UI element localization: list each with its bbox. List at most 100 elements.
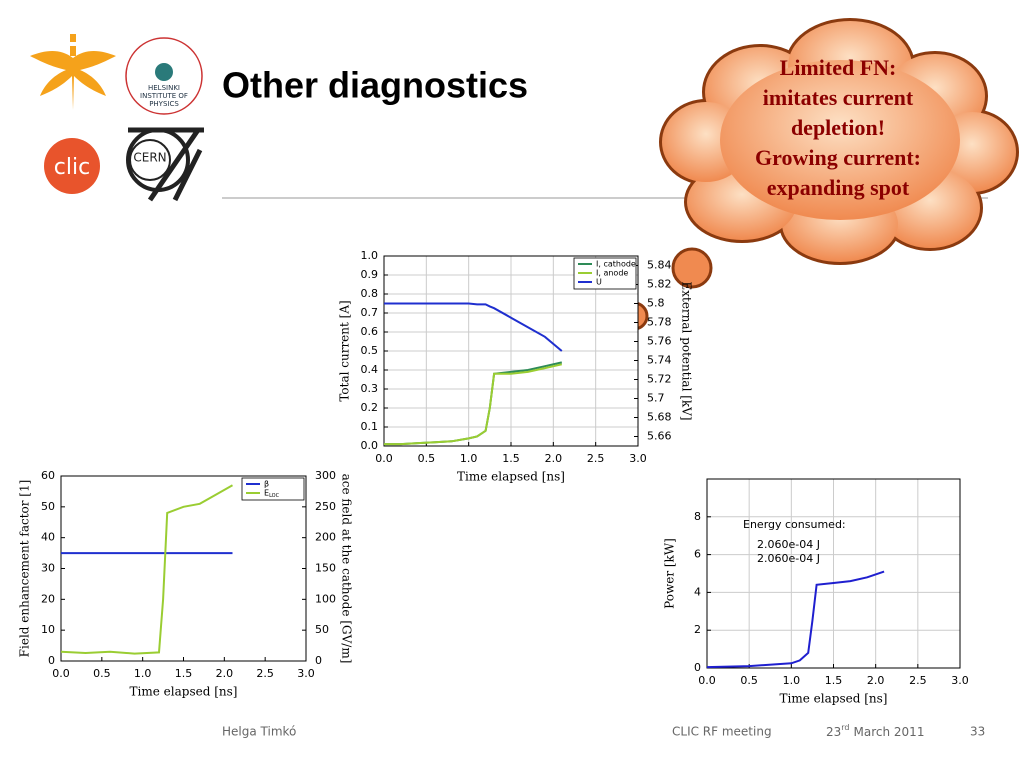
callout-line: Limited FN: (780, 55, 897, 80)
x-tick-label: 0.0 (52, 667, 70, 680)
footer-date-day: 23 (826, 725, 841, 739)
plot-frame (60, 475, 307, 662)
legend-label: β (264, 480, 269, 489)
callout-line: depletion! (791, 115, 885, 140)
x-tick-label: 3.0 (951, 674, 969, 687)
y-tick-label: 4 (694, 585, 701, 598)
x-tick-label: 1.5 (502, 452, 520, 465)
x-tick-label: 2.5 (587, 452, 605, 465)
y2-tick-label: 0 (315, 654, 322, 667)
y-tick-label: 0.1 (361, 420, 379, 433)
legend-label: U (596, 278, 602, 287)
y2-axis-label: ace field at the cathode [GV/m] (340, 474, 354, 664)
y2-tick-label: 5.8 (647, 297, 665, 310)
y-tick-label: 0.7 (361, 306, 379, 319)
y-tick-label: 0.8 (361, 287, 379, 300)
y-tick-label: 50 (41, 500, 55, 513)
y-tick-label: 60 (41, 469, 55, 482)
cern-logo: CERN (126, 127, 204, 202)
footer-date: 23rd March 2011 (826, 723, 924, 739)
x-tick-label: 2.5 (909, 674, 927, 687)
x-tick-label: 2.0 (867, 674, 885, 687)
callout-line: imitates current (763, 85, 914, 110)
y-axis-label: Power [kW] (663, 538, 677, 609)
callout-cloud (579, 18, 1019, 364)
y2-tick-label: 5.76 (647, 335, 672, 348)
y-axis-label: Total current [A] (338, 300, 352, 401)
callout-text: Limited FN: imitates current depletion! … (755, 55, 921, 200)
series-line (706, 570, 885, 669)
y2-tick-label: 250 (315, 500, 336, 513)
y-tick-label: 1.0 (361, 249, 379, 262)
y2-tick-label: 50 (315, 623, 329, 636)
y2-tick-label: 5.78 (647, 316, 672, 329)
y2-tick-label: 5.72 (647, 373, 672, 386)
y-tick-label: 0 (694, 661, 701, 674)
y2-tick-label: 5.66 (647, 430, 672, 443)
x-tick-label: 1.0 (134, 667, 152, 680)
plot-area (61, 476, 306, 661)
y2-tick-label: 5.82 (647, 278, 672, 291)
logo-text: HELSINKI (148, 84, 180, 92)
series-line (60, 484, 233, 655)
y2-tick-label: 150 (315, 562, 336, 575)
x-tick-label: 0.0 (698, 674, 716, 687)
x-axis-label: Time elapsed [ns] (130, 685, 238, 699)
legend-label-sub: LOC (269, 493, 280, 499)
y-tick-label: 10 (41, 623, 55, 636)
x-axis-label: Time elapsed [ns] (780, 692, 888, 706)
y-tick-label: 0.0 (361, 439, 379, 452)
y-tick-label: 30 (41, 562, 55, 575)
x-tick-label: 1.0 (460, 452, 478, 465)
cloud-fill (720, 60, 960, 220)
x-tick-label: 0.5 (93, 667, 111, 680)
series-line (384, 302, 563, 352)
thought-bubble (671, 247, 713, 289)
callout-line: Growing current: (755, 145, 921, 170)
chart: 0.0 0.5 1.0 1.5 2.0 2.5 3.0 0.0 0.1 0.2 0.3 0.4 0.5 0… (338, 249, 694, 484)
y-tick-label: 0.6 (361, 325, 379, 338)
y2-tick-label: 5.74 (647, 354, 672, 367)
y2-tick-label: 5.68 (647, 411, 672, 424)
x-tick-label: 2.5 (256, 667, 274, 680)
y-tick-label: 0.4 (361, 363, 379, 376)
chart: 0.0 0.5 1.0 1.5 2.0 2.5 3.0 0 2 4 6 8 Time elapsed [… (663, 478, 969, 706)
x-axis-label: Time elapsed [ns] (457, 470, 565, 484)
legend-label: ELOC (264, 489, 280, 499)
x-tick-label: 0.0 (375, 452, 393, 465)
y-tick-label: 20 (41, 592, 55, 605)
y-axis-label: Field enhancement factor [1] (18, 480, 32, 658)
footer-meeting: CLIC RF meeting (672, 725, 772, 739)
annotation: 2.060e-04 J (757, 552, 820, 565)
y2-tick-label: 200 (315, 531, 336, 544)
y2-tick-label: 5.7 (647, 392, 665, 405)
plot-frame (706, 478, 961, 669)
y-tick-label: 0 (48, 654, 55, 667)
annotation: Energy consumed: (743, 518, 846, 531)
slide-title: Other diagnostics (222, 65, 528, 106)
x-tick-label: 3.0 (629, 452, 647, 465)
y-tick-label: 0.3 (361, 382, 379, 395)
x-tick-label: 1.0 (783, 674, 801, 687)
footer-page: 33 (970, 725, 985, 739)
y2-tick-label: 5.84 (647, 259, 672, 272)
series-line (384, 363, 563, 446)
x-tick-label: 1.5 (825, 674, 843, 687)
footer-date-sup: rd (841, 723, 849, 732)
footer-author: Helga Timkó (222, 725, 296, 739)
y2-tick-label: 100 (315, 592, 336, 605)
y2-axis-label: External potential [kV] (680, 281, 694, 420)
helsinki-logo (30, 34, 116, 110)
footer-date-rest: March 2011 (854, 725, 925, 739)
annotation: 2.060e-04 J (757, 538, 820, 551)
y-tick-label: 0.9 (361, 268, 379, 281)
clic-logo: clic (44, 138, 100, 194)
legend-label: I, anode (596, 269, 628, 278)
y-tick-label: 0.5 (361, 344, 379, 357)
x-tick-label: 2.0 (216, 667, 234, 680)
logo-text: PHYSICS (149, 100, 179, 108)
x-tick-label: 0.5 (418, 452, 436, 465)
y2-tick-label: 300 (315, 469, 336, 482)
plot-frame (383, 255, 639, 447)
